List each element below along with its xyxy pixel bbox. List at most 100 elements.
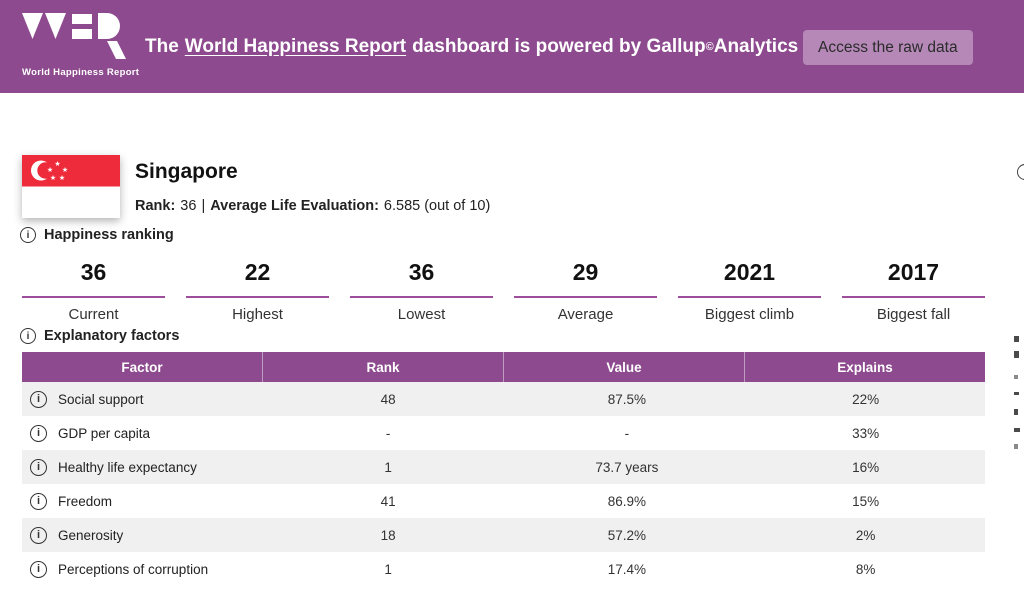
rank-separator: | [201, 198, 206, 214]
table-row: i Perceptions of corruption 1 17.4% 8% [22, 552, 985, 586]
stat-underline [842, 295, 985, 298]
column-header-value[interactable]: Value [503, 352, 744, 382]
rank-cell: 48 [380, 391, 396, 407]
value-cell: 57.2% [607, 527, 647, 543]
stat-label: Highest [232, 305, 283, 323]
table-row: i Healthy life expectancy 1 73.7 years 16% [22, 450, 985, 484]
copyright-symbol: © [705, 40, 714, 53]
header-message-middle: dashboard is powered by Gallup [412, 35, 706, 57]
factor-cell: i Social support [22, 382, 269, 416]
factor-cell: i Generosity [22, 518, 269, 552]
rank-cell: 1 [384, 561, 392, 577]
clipped-text-fragment [1014, 351, 1019, 358]
stat-label: Lowest [397, 305, 446, 323]
explains-cell: 2% [855, 527, 876, 543]
clipped-info-icon[interactable] [1017, 164, 1024, 180]
explains-cell: 16% [852, 459, 880, 475]
factor-cell: i Healthy life expectancy [22, 450, 269, 484]
table-row: i Generosity 18 57.2% 2% [22, 518, 985, 552]
factors-table: Factor Rank Value Explains i Social support 4… [22, 352, 985, 586]
info-icon[interactable]: i [30, 424, 47, 442]
happiness-ranking-title: Happiness ranking [44, 227, 174, 243]
factor-label: Healthy life expectancy [58, 459, 197, 475]
explains-cell: 22% [852, 391, 880, 407]
country-name: Singapore [135, 160, 238, 183]
access-raw-data-button[interactable]: Access the raw data [803, 30, 973, 65]
svg-text:★: ★ [50, 174, 56, 182]
factor-label: Social support [58, 391, 144, 407]
stat-value: 22 [244, 259, 271, 285]
stat-lowest: 36 Lowest [350, 259, 493, 323]
rank-label: Rank: [135, 198, 176, 214]
stat-highest: 22 Highest [186, 259, 329, 323]
factors-table-header: Factor Rank Value Explains [22, 352, 985, 382]
singapore-flag-image: ★ ★ ★ ★ ★ [22, 155, 120, 218]
stat-label: Biggest fall [876, 305, 951, 323]
factor-cell: i GDP per capita [22, 416, 269, 450]
clipped-text-fragment [1014, 336, 1019, 342]
whr-logo-text: World Happiness Report [22, 67, 140, 78]
rank-value: 36 [180, 198, 197, 214]
factor-label: GDP per capita [58, 425, 151, 441]
factor-label: Generosity [58, 527, 124, 543]
factor-cell: i Freedom [22, 484, 269, 518]
clipped-text-fragment [1014, 409, 1018, 415]
column-header-factor[interactable]: Factor [121, 359, 163, 375]
stat-label: Average [557, 305, 614, 323]
column-header-rank[interactable]: Rank [262, 352, 503, 382]
rank-cell: 1 [384, 459, 392, 475]
whr-logo-icon [22, 13, 126, 59]
stat-value: 2017 [887, 259, 940, 285]
stat-average: 29 Average [514, 259, 657, 323]
explanatory-factors-title: Explanatory factors [44, 328, 180, 344]
country-rank-line: Rank: 36 | Average Life Evaluation: 6.585 (o… [135, 198, 495, 214]
clipped-text-fragment [1014, 375, 1018, 379]
life-eval-value: 6.585 (out of 10) [383, 198, 491, 214]
info-icon[interactable]: i [30, 458, 47, 476]
info-icon[interactable]: i [20, 227, 36, 243]
singapore-flag: ★ ★ ★ ★ ★ [22, 155, 120, 218]
factor-label: Perceptions of corruption [58, 561, 209, 577]
factor-cell: i Perceptions of corruption [22, 552, 269, 586]
value-cell: 73.7 years [595, 459, 659, 475]
stat-current: 36 Current [22, 259, 165, 323]
stat-value: 36 [80, 259, 107, 285]
explains-cell: 8% [855, 561, 876, 577]
whr-logo[interactable]: World Happiness Report [22, 13, 140, 78]
info-icon[interactable]: i [30, 390, 47, 408]
rank-cell: 41 [380, 493, 396, 509]
header-message: The World Happiness Report dashboard is … [145, 0, 798, 93]
clipped-text-fragment [1014, 428, 1020, 432]
clipped-text-fragment [1014, 392, 1019, 395]
top-header-bar: World Happiness Report The World Happine… [0, 0, 1024, 93]
stat-label: Current [68, 305, 119, 323]
stat-value: 29 [572, 259, 599, 285]
info-icon[interactable]: i [30, 560, 47, 578]
stat-underline [22, 295, 165, 298]
stat-underline [514, 295, 657, 298]
info-icon[interactable]: i [30, 526, 47, 544]
clipped-text-fragment [1014, 444, 1018, 449]
svg-text:★: ★ [54, 160, 60, 168]
value-cell: 87.5% [607, 391, 647, 407]
stat-underline [678, 295, 821, 298]
value-cell: 17.4% [607, 561, 647, 577]
column-header-explains[interactable]: Explains [744, 352, 985, 382]
rank-cell: - [385, 425, 391, 441]
value-cell: 86.9% [607, 493, 647, 509]
factors-table-body: i Social support 48 87.5% 22% i GDP per capita… [22, 382, 985, 586]
explanatory-factors-section: i Explanatory factors [20, 328, 179, 344]
info-icon[interactable]: i [30, 492, 47, 510]
stat-underline [186, 295, 329, 298]
value-cell: - [624, 425, 630, 441]
life-eval-label: Average Life Evaluation: [210, 198, 379, 214]
stat-biggest-climb: 2021 Biggest climb [678, 259, 821, 323]
svg-text:★: ★ [59, 174, 65, 182]
whr-report-link[interactable]: World Happiness Report [184, 35, 407, 57]
svg-text:★: ★ [62, 166, 68, 174]
rank-cell: 18 [380, 527, 396, 543]
explains-cell: 15% [852, 493, 880, 509]
info-icon[interactable]: i [20, 328, 36, 344]
stat-label: Biggest climb [704, 305, 795, 323]
